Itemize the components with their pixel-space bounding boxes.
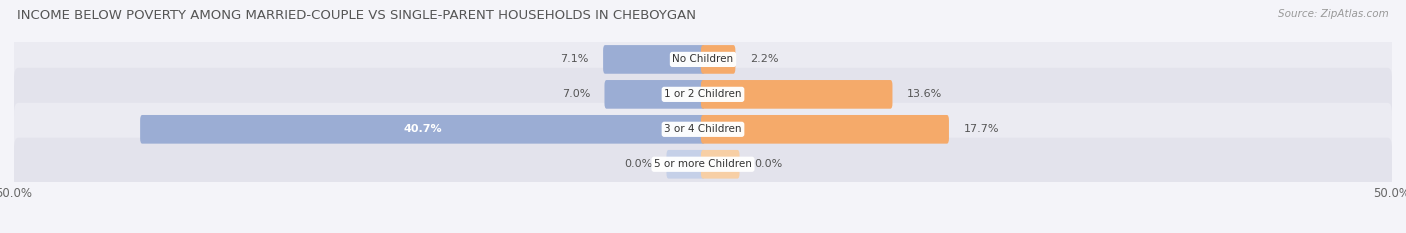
FancyBboxPatch shape xyxy=(141,115,704,144)
Text: 7.0%: 7.0% xyxy=(561,89,591,99)
Text: 0.0%: 0.0% xyxy=(624,159,652,169)
Text: 2.2%: 2.2% xyxy=(749,55,779,64)
FancyBboxPatch shape xyxy=(702,45,735,74)
Text: 0.0%: 0.0% xyxy=(754,159,782,169)
FancyBboxPatch shape xyxy=(14,33,1392,86)
FancyBboxPatch shape xyxy=(702,115,949,144)
Text: 1 or 2 Children: 1 or 2 Children xyxy=(664,89,742,99)
Text: 3 or 4 Children: 3 or 4 Children xyxy=(664,124,742,134)
Text: 40.7%: 40.7% xyxy=(404,124,441,134)
Text: 17.7%: 17.7% xyxy=(963,124,998,134)
FancyBboxPatch shape xyxy=(666,150,704,179)
Text: INCOME BELOW POVERTY AMONG MARRIED-COUPLE VS SINGLE-PARENT HOUSEHOLDS IN CHEBOYG: INCOME BELOW POVERTY AMONG MARRIED-COUPL… xyxy=(17,9,696,22)
FancyBboxPatch shape xyxy=(14,68,1392,121)
FancyBboxPatch shape xyxy=(605,80,704,109)
FancyBboxPatch shape xyxy=(603,45,704,74)
Text: No Children: No Children xyxy=(672,55,734,64)
FancyBboxPatch shape xyxy=(702,80,893,109)
FancyBboxPatch shape xyxy=(14,138,1392,191)
Legend: Married Couples, Single Parents: Married Couples, Single Parents xyxy=(586,230,820,233)
FancyBboxPatch shape xyxy=(14,103,1392,156)
Text: Source: ZipAtlas.com: Source: ZipAtlas.com xyxy=(1278,9,1389,19)
Text: 5 or more Children: 5 or more Children xyxy=(654,159,752,169)
Text: 13.6%: 13.6% xyxy=(907,89,942,99)
FancyBboxPatch shape xyxy=(702,150,740,179)
Text: 7.1%: 7.1% xyxy=(560,55,589,64)
